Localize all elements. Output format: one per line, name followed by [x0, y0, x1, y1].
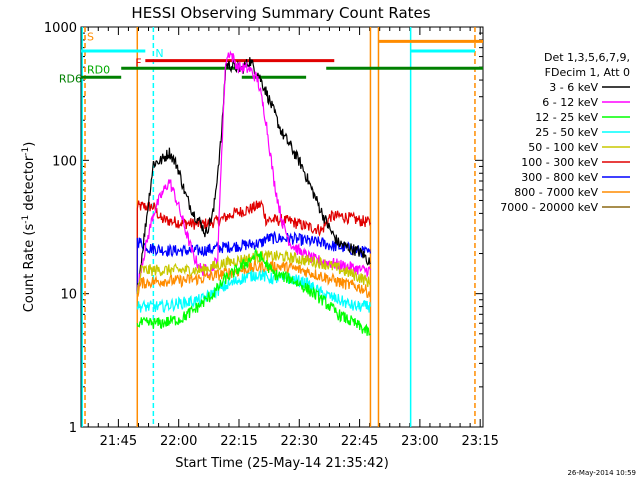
observing-flag-bars: [81, 39, 483, 79]
x-tick-label: 23:00: [401, 434, 438, 449]
x-tick-label: 22:30: [281, 434, 318, 449]
legend-item-label: 6 - 12 keV: [542, 96, 598, 109]
flag-labels: S N F RD0 RD6: [59, 30, 164, 85]
legend-item-label: 25 - 50 keV: [535, 126, 598, 139]
x-axis: 21:45 22:00 22:15 22:30 22:45 23:00 23:15: [87, 27, 499, 449]
count-rate-curves: [136, 50, 371, 336]
legend-item-label: 7000 - 20000 keV: [500, 201, 598, 214]
series-curve: [136, 199, 371, 294]
attenuator-markers: [81, 27, 476, 427]
series-curve: [136, 230, 371, 294]
flag-label: S: [87, 30, 94, 43]
y-axis: 1 10 100 1000: [44, 21, 483, 436]
y-tick-label: 1000: [44, 21, 77, 36]
legend-item-label: 3 - 6 keV: [549, 81, 598, 94]
y-tick-label: 1: [69, 421, 77, 436]
plot-frame: [80, 26, 484, 428]
legend-header-detectors: Det 1,3,5,6,7,9,: [544, 51, 630, 64]
legend-header-decimation: FDecim 1, Att 0: [545, 66, 630, 79]
legend-item-label: 100 - 300 keV: [521, 156, 598, 169]
x-tick-label: 22:00: [160, 434, 197, 449]
flag-label: RD0: [87, 64, 110, 77]
x-tick-label: 22:45: [341, 434, 378, 449]
legend-item-label: 50 - 100 keV: [528, 141, 598, 154]
chart-title: HESSI Observing Summary Count Rates: [131, 4, 430, 22]
flag-label: RD6: [59, 73, 82, 86]
flag-label: F: [135, 57, 141, 70]
flag-label: N: [155, 47, 163, 60]
legend-item-label: 800 - 7000 keV: [514, 186, 598, 199]
y-axis-label: Count Rate (s-1 detector-1): [21, 142, 37, 313]
y-tick-label: 100: [52, 154, 77, 169]
y-tick-label: 10: [60, 288, 77, 303]
series-curve: [136, 57, 371, 294]
series-curve: [136, 269, 371, 314]
legend-item-label: 12 - 25 keV: [535, 111, 598, 124]
x-tick-label: 23:15: [461, 434, 498, 449]
legend-item-label: 300 - 800 keV: [521, 171, 598, 184]
series-curve: [136, 247, 371, 336]
x-tick-label: 21:45: [100, 434, 137, 449]
x-tick-label: 22:15: [220, 434, 257, 449]
x-axis-label: Start Time (25-May-14 21:35:42): [175, 456, 389, 471]
footer-timestamp: 26-May-2014 10:59: [567, 469, 636, 477]
legend: Det 1,3,5,6,7,9, FDecim 1, Att 0 3 - 6 k…: [500, 51, 630, 214]
series-curve: [136, 259, 371, 298]
